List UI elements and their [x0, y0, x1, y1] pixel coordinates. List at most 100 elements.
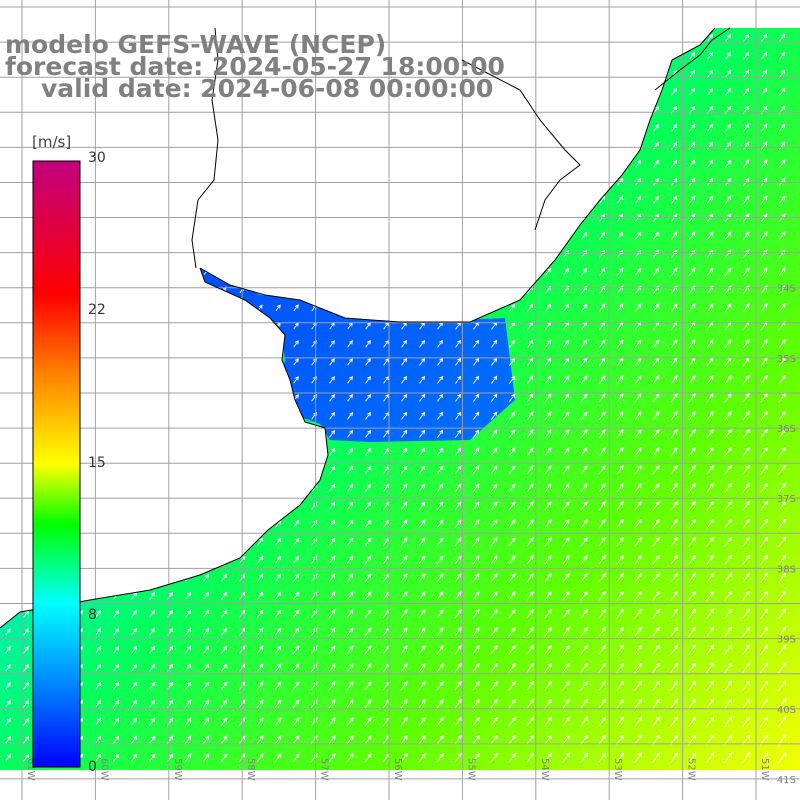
wind-arrow: [688, 572, 696, 583]
wind-arrow: [257, 519, 264, 528]
wind-arrow: [220, 717, 228, 727]
wind-arrow: [257, 790, 263, 798]
wind-arrow: [563, 195, 570, 204]
wind-arrow: [759, 752, 769, 764]
wind-arrow: [365, 411, 372, 420]
wind-arrow: [328, 735, 336, 745]
latitude-label: 38S: [777, 564, 796, 575]
wind-arrow: [527, 160, 533, 168]
wind-arrow: [113, 376, 119, 383]
wind-arrow: [185, 645, 192, 654]
wind-arrow: [257, 160, 263, 167]
wind-arrow: [670, 734, 679, 746]
wind-arrow: [131, 538, 137, 546]
wind-arrow: [581, 52, 587, 60]
wind-arrow: [328, 681, 336, 691]
wind-arrow: [706, 464, 714, 475]
wind-arrow: [454, 465, 462, 474]
wind-arrow: [528, 17, 532, 23]
wind-arrow: [634, 501, 642, 511]
wind-arrow: [293, 483, 300, 492]
wind-arrow: [329, 501, 336, 510]
wind-arrow: [742, 626, 751, 637]
wind-arrow: [400, 735, 408, 745]
wind-arrow: [149, 322, 155, 329]
wind-arrow: [437, 196, 443, 204]
wind-arrow: [436, 717, 444, 727]
wind-arrow: [670, 411, 678, 421]
wind-arrow: [221, 591, 228, 600]
latitude-label: 41S: [777, 775, 796, 786]
wind-arrow: [526, 375, 534, 384]
wind-arrow: [544, 519, 552, 529]
wind-arrow: [706, 554, 714, 565]
wind-arrow: [113, 448, 119, 456]
wind-arrow: [293, 537, 300, 546]
wind-arrow: [221, 232, 227, 239]
wind-arrow: [616, 429, 624, 439]
wind-arrow: [526, 662, 534, 673]
wind-arrow: [580, 537, 588, 547]
wind-arrow: [455, 34, 461, 41]
wind-arrow: [491, 267, 498, 276]
wind-arrow: [562, 429, 570, 439]
wind-arrow: [635, 231, 642, 240]
wind-arrow: [419, 357, 426, 366]
wind-arrow: [401, 429, 408, 438]
wind-arrow: [95, 556, 101, 564]
wind-arrow: [598, 447, 606, 457]
wind-arrow: [6, 773, 11, 780]
wind-arrow: [221, 790, 227, 798]
wind-arrow: [293, 519, 300, 528]
wind-arrow: [509, 160, 515, 168]
wind-arrow: [114, 107, 119, 113]
wind-arrow: [185, 555, 191, 564]
wind-arrow: [131, 609, 137, 618]
wind-arrow: [149, 412, 155, 420]
wind-arrow: [580, 447, 588, 457]
wind-arrow: [293, 447, 299, 456]
wind-arrow: [221, 268, 227, 275]
wind-arrow: [400, 609, 408, 619]
wind-arrow: [472, 537, 480, 547]
wind-arrow: [670, 680, 679, 691]
wind-arrow: [401, 160, 407, 168]
wind-arrow: [23, 358, 29, 365]
wind-arrow: [149, 699, 156, 708]
wind-arrow: [419, 447, 426, 456]
wind-arrow: [185, 627, 192, 636]
wind-arrow: [347, 790, 353, 798]
wind-arrow: [292, 681, 300, 691]
wind-arrow: [113, 645, 120, 654]
wind-arrow: [707, 159, 714, 168]
wind-arrow: [544, 429, 552, 439]
wind-arrow: [634, 554, 642, 565]
wind-arrow: [113, 699, 120, 708]
wind-arrow: [527, 124, 533, 132]
wind-arrow: [346, 699, 354, 709]
wind-arrow: [527, 70, 533, 78]
wind-arrow: [149, 520, 155, 528]
wind-arrow: [724, 303, 732, 313]
wind-arrow: [5, 556, 11, 564]
wind-arrow: [761, 51, 768, 60]
wind-arrow: [544, 644, 552, 655]
wind-arrow: [330, 18, 334, 23]
wind-arrow: [634, 698, 642, 709]
wind-arrow: [185, 430, 191, 438]
wind-arrow: [185, 124, 191, 131]
wind-arrow: [401, 304, 407, 312]
wind-arrow: [23, 286, 29, 293]
wind-arrow: [131, 448, 137, 456]
wind-arrow: [149, 448, 155, 456]
wind-arrow: [725, 69, 732, 78]
wind-arrow: [293, 268, 299, 276]
wind-arrow: [761, 69, 768, 78]
wind-arrow: [546, 17, 550, 23]
wind-arrow: [455, 339, 462, 348]
wind-arrow: [131, 340, 137, 347]
colorbar-tick: 22: [88, 302, 106, 318]
wind-arrow: [400, 555, 408, 565]
wind-arrow: [617, 70, 623, 78]
wind-arrow: [436, 483, 444, 492]
